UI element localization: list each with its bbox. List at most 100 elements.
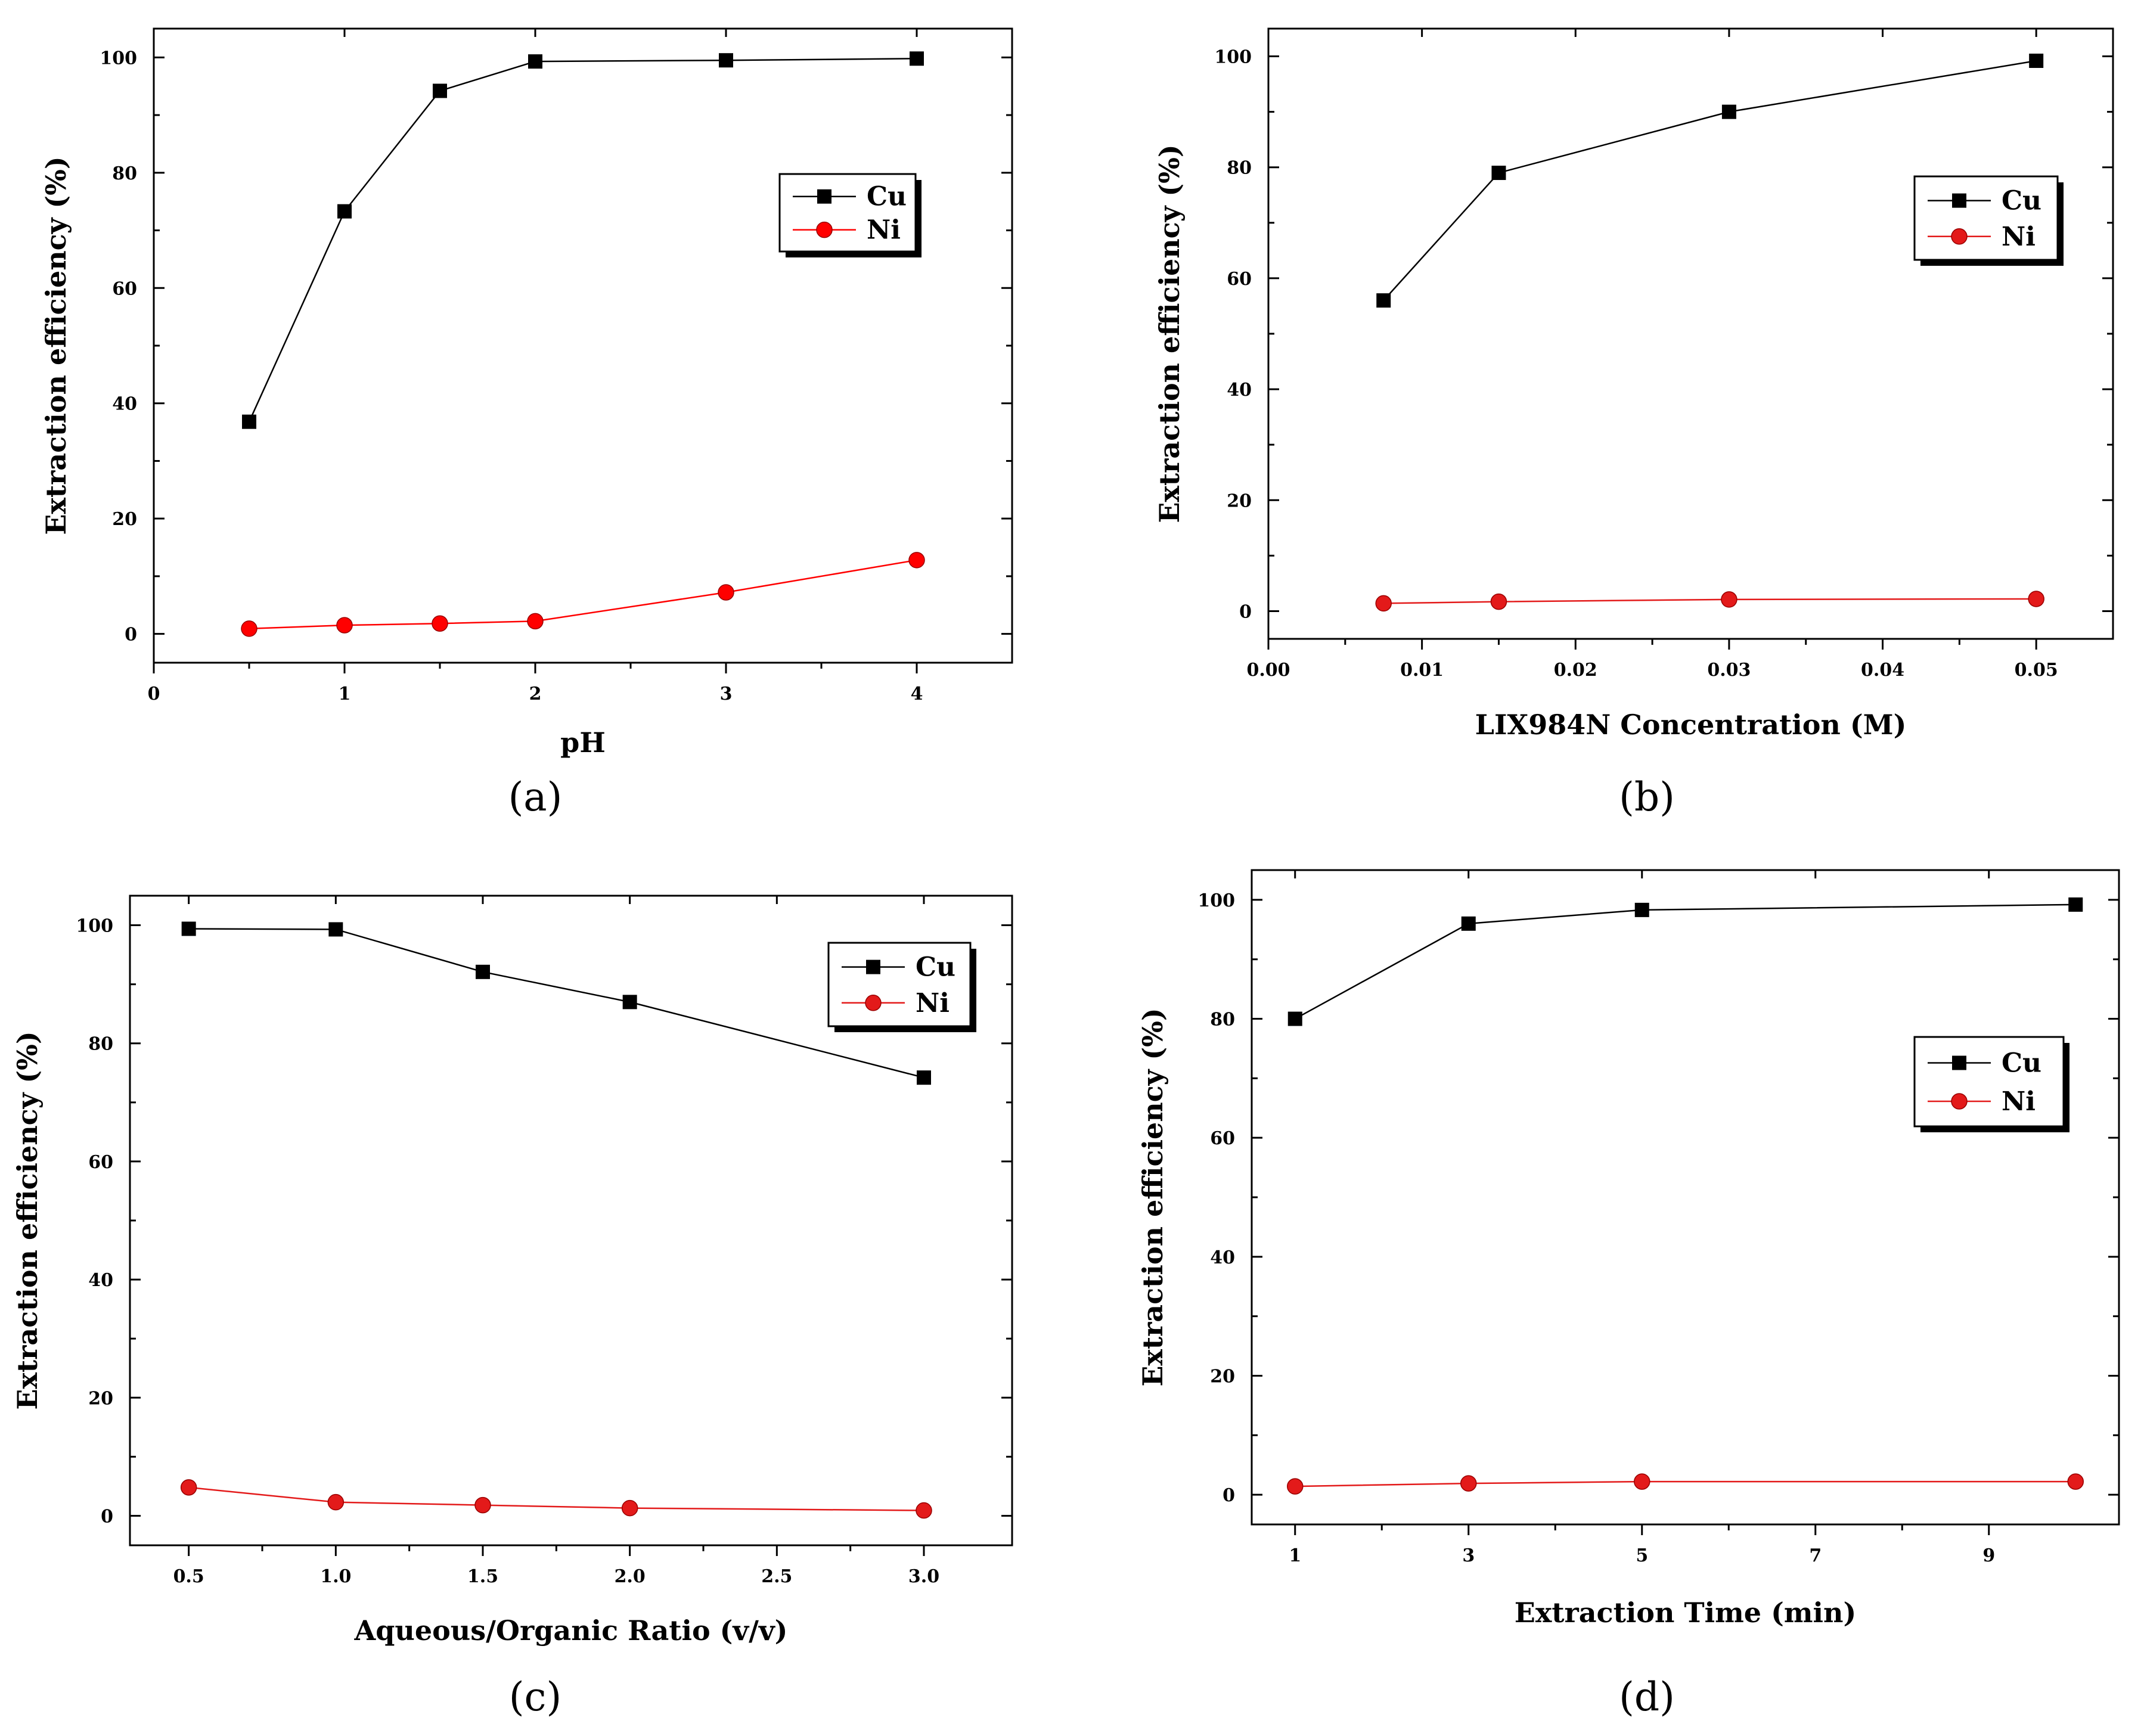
x-tick-label: 2.5 xyxy=(761,1566,792,1587)
series-line-ni xyxy=(188,1486,924,1511)
data-point-ni xyxy=(1460,1475,1477,1492)
y-tick-label: 60 xyxy=(88,1152,113,1173)
data-point-ni xyxy=(336,617,353,633)
legend-box xyxy=(827,942,972,1027)
x-tick-label: 1.0 xyxy=(320,1566,351,1587)
legend-label-cu: Cu xyxy=(2002,186,2041,216)
data-point-ni xyxy=(1287,1478,1304,1495)
legend-marker-cu xyxy=(817,189,831,204)
x-tick-label: 0.5 xyxy=(173,1566,204,1587)
series-line-cu xyxy=(248,58,917,423)
x-tick-label: 1 xyxy=(339,684,351,704)
x-tick-label: 3 xyxy=(720,684,733,704)
panel-caption: (c) xyxy=(509,1674,561,1720)
legend-marker-cu xyxy=(1952,1055,1966,1070)
series-line-cu xyxy=(188,928,924,1079)
panel-c: 0 20 40 60 80 100 0.5 1.0 1.5 2.0 2.5 3.0 Aqueous/Or… xyxy=(11,895,1013,1720)
data-point-ni xyxy=(327,1493,345,1511)
y-tick-label: 0 xyxy=(101,1506,113,1527)
y-tick-label: 80 xyxy=(88,1034,113,1055)
legend-label-cu: Cu xyxy=(916,952,955,983)
x-tick-label: 1 xyxy=(1289,1545,1301,1566)
series-line-ni xyxy=(249,559,917,630)
data-point-cu xyxy=(1461,916,1476,931)
y-tick-label: 100 xyxy=(1214,47,1252,68)
series-line-ni xyxy=(1383,598,2037,604)
legend-marker-ni xyxy=(1951,228,1968,245)
x-tick-label: 7 xyxy=(1809,1545,1822,1566)
x-axis-label: LIX984N Concentration (M) xyxy=(1475,709,1907,741)
x-tick-label: 0.01 xyxy=(1400,660,1444,681)
data-point-cu xyxy=(1376,293,1391,308)
data-point-ni xyxy=(908,552,925,569)
panel-caption: (a) xyxy=(508,774,563,820)
y-tick-label: 60 xyxy=(112,278,137,299)
y-axis-label: Extraction efficiency (%) xyxy=(11,1031,44,1409)
panel-caption: (d) xyxy=(1619,1674,1675,1720)
legend-label-ni: Ni xyxy=(867,215,901,246)
data-point-cu xyxy=(910,51,924,66)
x-tick-label: 9 xyxy=(1982,1545,1995,1566)
legend-marker-cu xyxy=(866,959,880,974)
data-point-cu xyxy=(1721,104,1736,119)
legend-label-ni: Ni xyxy=(2002,1086,2036,1117)
y-tick-label: 0 xyxy=(1223,1485,1235,1506)
y-axis-label: Extraction efficiency (%) xyxy=(40,156,72,535)
legend-box xyxy=(778,173,917,253)
y-tick-label: 20 xyxy=(1210,1366,1235,1387)
data-point-ni xyxy=(916,1502,932,1519)
plot-frame xyxy=(1267,27,2114,640)
data-point-cu xyxy=(1287,1011,1302,1026)
x-tick-label: 4 xyxy=(911,684,923,704)
x-tick-label: 0.05 xyxy=(2015,660,2058,681)
legend-box xyxy=(1913,1036,2065,1128)
x-tick-label: 2.0 xyxy=(615,1566,646,1587)
y-tick-label: 100 xyxy=(76,916,113,937)
legend-label-ni: Ni xyxy=(2002,222,2036,252)
y-tick-label: 40 xyxy=(112,394,137,415)
y-axis-label: Extraction efficiency (%) xyxy=(1153,144,1186,523)
data-point-cu xyxy=(1634,902,1649,917)
data-point-ni xyxy=(1375,595,1392,612)
plot-frame xyxy=(1251,869,2120,1526)
series-line-cu xyxy=(1383,60,2037,301)
data-point-ni xyxy=(2028,591,2044,607)
y-tick-label: 40 xyxy=(1227,380,1252,400)
panel-caption: (b) xyxy=(1619,774,1675,820)
data-point-cu xyxy=(181,921,196,936)
data-point-ni xyxy=(241,620,257,637)
series-line-ni xyxy=(1295,1480,2076,1487)
data-point-ni xyxy=(527,613,544,630)
x-tick-label: 2 xyxy=(529,684,542,704)
data-point-cu xyxy=(1491,166,1506,181)
legend-marker-ni xyxy=(865,995,882,1011)
legend-box xyxy=(1913,175,2059,261)
y-tick-label: 100 xyxy=(100,48,137,69)
x-tick-label: 0.02 xyxy=(1554,660,1597,681)
x-axis-label: Aqueous/Organic Ratio (v/v) xyxy=(354,1614,788,1647)
legend-marker-ni xyxy=(1951,1093,1968,1110)
data-point-cu xyxy=(622,995,637,1010)
y-tick-label: 20 xyxy=(1227,490,1252,511)
legend-label-ni: Ni xyxy=(916,988,950,1018)
legend-label-cu: Cu xyxy=(867,182,907,212)
data-point-cu xyxy=(528,54,542,69)
x-axis-label: Extraction Time (min) xyxy=(1515,1597,1856,1629)
y-tick-label: 0 xyxy=(125,625,137,645)
x-tick-label: 3 xyxy=(1462,1545,1475,1566)
panel-a: 0 20 40 60 80 100 0 1 2 3 4 pH Extraction efficiency… xyxy=(40,27,1013,820)
y-tick-label: 0 xyxy=(1239,601,1252,622)
x-tick-label: 1.5 xyxy=(467,1566,498,1587)
legend-marker-ni xyxy=(816,221,833,238)
x-tick-label: 0 xyxy=(148,684,160,704)
legend: Cu Ni xyxy=(827,942,976,1032)
data-point-ni xyxy=(1721,591,1737,608)
data-point-ni xyxy=(621,1499,638,1517)
data-point-cu xyxy=(337,204,352,219)
x-tick-label: 3.0 xyxy=(908,1566,939,1587)
data-point-cu xyxy=(476,964,490,979)
y-tick-label: 20 xyxy=(88,1388,113,1409)
